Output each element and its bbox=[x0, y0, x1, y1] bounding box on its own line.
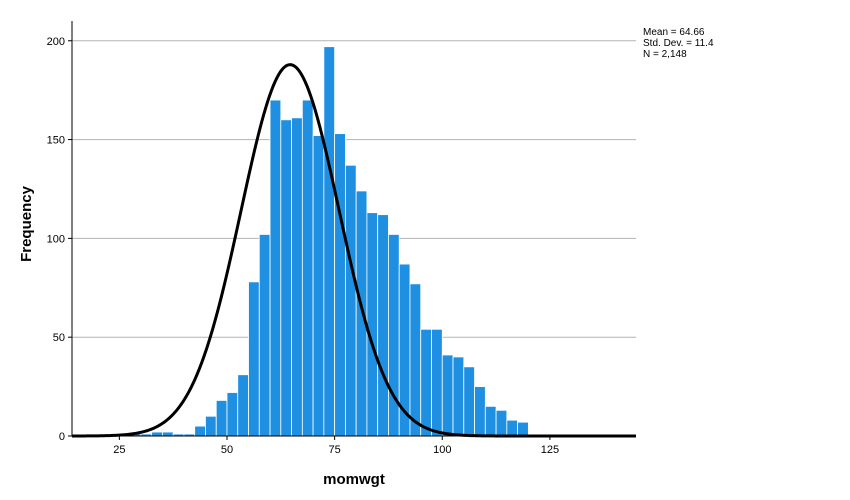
histogram-bars bbox=[129, 46, 529, 437]
histogram-bar bbox=[474, 386, 486, 437]
x-tick-label: 75 bbox=[329, 444, 341, 456]
histogram-bar bbox=[151, 431, 163, 437]
x-tick-label: 100 bbox=[433, 444, 451, 456]
histogram-bar bbox=[215, 400, 228, 437]
histogram-bar bbox=[334, 133, 346, 437]
x-tick-label: 25 bbox=[113, 444, 125, 456]
histogram-bar bbox=[205, 415, 217, 437]
histogram-bar bbox=[377, 214, 389, 437]
axes bbox=[71, 21, 636, 437]
histogram-bar bbox=[291, 117, 303, 437]
histogram-bar bbox=[162, 431, 174, 437]
histogram-bar bbox=[463, 366, 475, 437]
stats-legend: Mean = 64.66 Std. Dev. = 11.4 N = 2,148 bbox=[643, 27, 714, 60]
histogram-bar bbox=[280, 119, 292, 437]
stats-std-dev: Std. Dev. = 11.4 bbox=[643, 38, 714, 49]
y-tick-label: 100 bbox=[47, 233, 65, 245]
histogram-bar bbox=[388, 234, 400, 437]
y-tick-label: 0 bbox=[59, 431, 65, 443]
histogram-bar bbox=[355, 190, 368, 437]
histogram-bar bbox=[312, 135, 325, 437]
histogram-bar bbox=[301, 99, 314, 437]
histogram-bar bbox=[517, 421, 529, 437]
histogram-bar bbox=[323, 46, 336, 437]
y-tick-label: 150 bbox=[47, 135, 65, 147]
histogram-bar bbox=[344, 164, 357, 437]
histogram-bar bbox=[237, 374, 249, 437]
histogram-bar bbox=[420, 328, 432, 437]
histogram-bar bbox=[269, 99, 282, 437]
histogram-bar bbox=[506, 419, 519, 437]
histogram-bar bbox=[495, 409, 508, 437]
histogram-bar bbox=[409, 283, 422, 437]
histogram-bar bbox=[248, 281, 260, 437]
histogram-bar bbox=[441, 354, 454, 437]
histogram-bar bbox=[484, 405, 497, 437]
stats-n: N = 2,148 bbox=[643, 49, 687, 60]
histogram-bar bbox=[258, 234, 271, 437]
y-axis-title: Frequency bbox=[18, 185, 35, 262]
histogram-bar bbox=[431, 328, 443, 437]
stats-mean: Mean = 64.66 bbox=[643, 27, 705, 38]
x-tick-label: 125 bbox=[541, 444, 559, 456]
x-axis-title: momwgt bbox=[323, 471, 385, 488]
y-tick-label: 50 bbox=[53, 332, 65, 344]
histogram-bar bbox=[194, 425, 206, 437]
tick-labels: 0 50 100 150 200 25 50 75 100 125 bbox=[47, 36, 559, 456]
histogram-bar bbox=[366, 212, 379, 437]
x-tick-label: 50 bbox=[221, 444, 233, 456]
histogram-bar bbox=[452, 356, 465, 437]
y-tick-label: 200 bbox=[47, 36, 65, 48]
histogram-bar bbox=[226, 392, 239, 437]
